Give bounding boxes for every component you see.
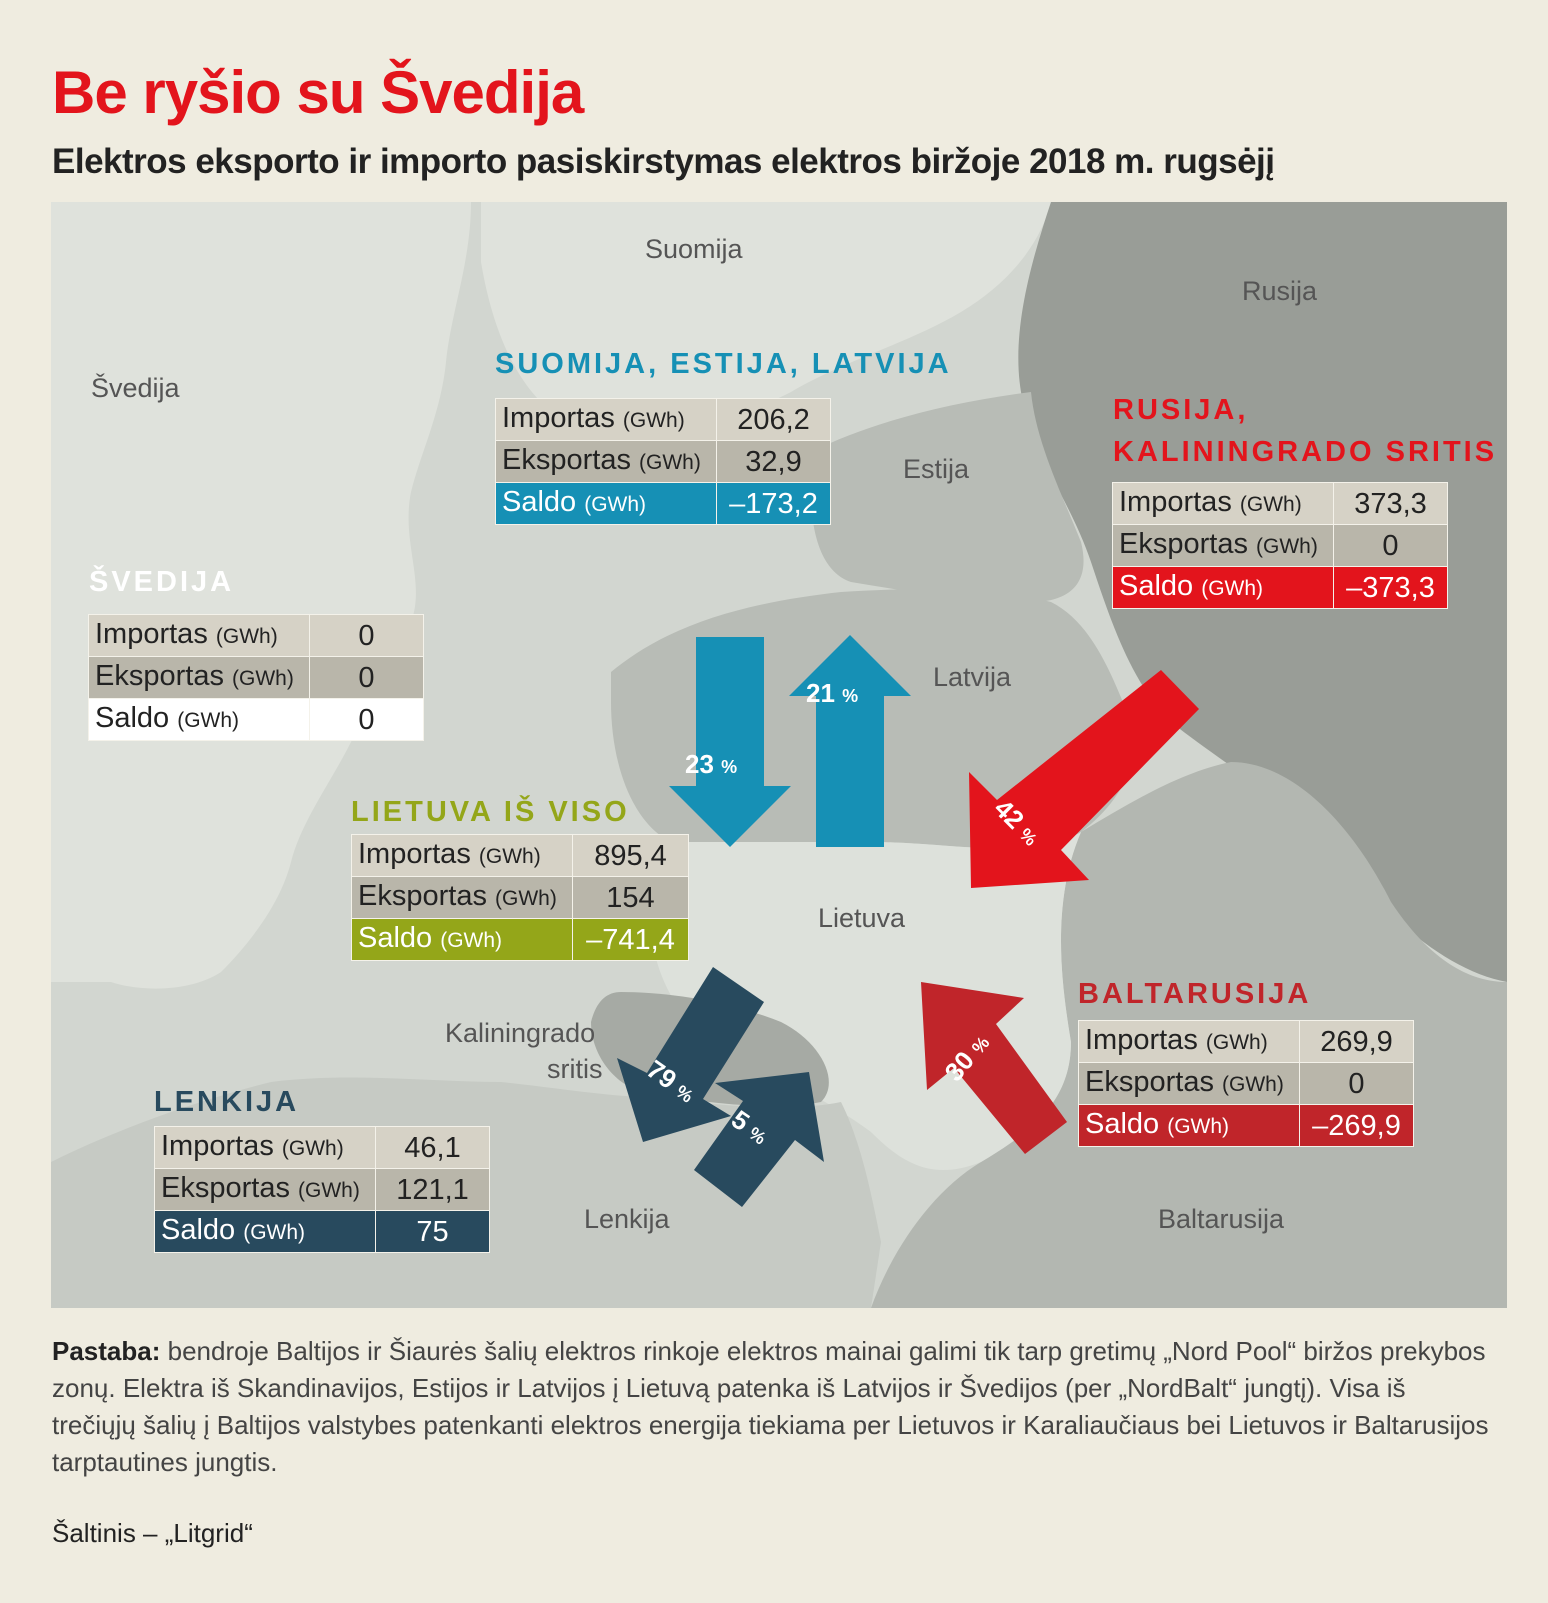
- map-title: Be ryšio su Švedija: [52, 59, 584, 126]
- arrow-rusija-import: [969, 670, 1199, 888]
- map-area: Suomija Rusija Švedija Estija Latvija Li…: [51, 202, 1507, 1308]
- baltarusija-importas-value: 269,9: [1299, 1020, 1414, 1063]
- sel-eksportas-value: 32,9: [716, 440, 831, 483]
- table-lenkija: Importas (GWh) 46,1 Eksportas (GWh) 121,1 …: [154, 1126, 490, 1253]
- country-label-latvija: Latvija: [933, 662, 1012, 692]
- pct-sel-export: 21 %: [806, 678, 859, 708]
- lietuva-eksportas-value: 154: [572, 876, 689, 919]
- box-title-rusija-2: KALININGRADO SRITIS: [1113, 436, 1498, 468]
- arrow-lenkija-import: [694, 1072, 824, 1207]
- svedija-importas-value: 0: [309, 614, 424, 657]
- rusija-importas-value: 373,3: [1333, 482, 1448, 525]
- table-sel: Importas (GWh) 206,2 Eksportas (GWh) 32,9 …: [495, 398, 831, 525]
- country-label-kaliningradas-2: sritis: [547, 1054, 603, 1084]
- lenkija-saldo-value: 75: [375, 1210, 490, 1253]
- arrow-lenkija-export: [617, 967, 764, 1142]
- label-eksportas: Eksportas: [502, 444, 631, 476]
- table-svedija: Importas (GWh) 0 Eksportas (GWh) 0 Saldo (…: [88, 614, 424, 741]
- box-title-sel: SUOMIJA, ESTIJA, LATVIJA: [495, 348, 952, 380]
- arrow-baltarusija-import: [921, 982, 1067, 1154]
- svedija-saldo-value: 0: [309, 698, 424, 741]
- arrow-sel-import: [669, 637, 791, 847]
- land-sweden: [51, 202, 471, 989]
- land-finland: [481, 202, 1051, 445]
- pct-sel-import: 23 %: [685, 749, 738, 779]
- svedija-eksportas-value: 0: [309, 656, 424, 699]
- table-rusija: Importas (GWh) 373,3 Eksportas (GWh) 0 Sal…: [1112, 482, 1448, 609]
- table-baltarusija: Importas (GWh) 269,9 Eksportas (GWh) 0 Sal…: [1078, 1020, 1414, 1147]
- country-label-rusija: Rusija: [1242, 276, 1318, 306]
- sel-saldo-value: –173,2: [716, 482, 831, 525]
- box-title-baltarusija: BALTARUSIJA: [1078, 978, 1312, 1010]
- land-estonia: [811, 392, 1084, 602]
- box-title-svedija: ŠVEDIJA: [89, 566, 235, 598]
- source-credit: Šaltinis – „Litgrid“: [52, 1518, 253, 1548]
- country-label-lietuva: Lietuva: [818, 903, 906, 933]
- footnote: Pastaba: bendroje Baltijos ir Šiaurės ša…: [52, 1333, 1492, 1481]
- flow-arrows: [617, 635, 1199, 1207]
- rusija-eksportas-value: 0: [1333, 524, 1448, 567]
- lietuva-importas-value: 895,4: [572, 834, 689, 877]
- box-title-lietuva: LIETUVA IŠ VISO: [351, 796, 630, 828]
- lenkija-eksportas-value: 121,1: [375, 1168, 490, 1211]
- label-importas: Importas: [502, 402, 615, 434]
- country-label-suomija: Suomija: [645, 234, 743, 264]
- rusija-saldo-value: –373,3: [1333, 566, 1448, 609]
- box-title-lenkija: LENKIJA: [154, 1086, 300, 1118]
- box-title-rusija: RUSIJA,: [1113, 394, 1249, 426]
- sel-importas-value: 206,2: [716, 398, 831, 441]
- label-saldo: Saldo: [502, 486, 577, 518]
- country-label-lenkija: Lenkija: [584, 1204, 670, 1234]
- country-label-estija: Estija: [903, 454, 970, 484]
- lenkija-importas-value: 46,1: [375, 1126, 490, 1169]
- country-label-kaliningradas: Kaliningrado: [445, 1018, 596, 1048]
- lietuva-saldo-value: –741,4: [572, 918, 689, 961]
- baltarusija-saldo-value: –269,9: [1299, 1104, 1414, 1147]
- footnote-label: Pastaba:: [52, 1336, 161, 1366]
- country-label-svedija: Švedija: [91, 373, 180, 403]
- map-subtitle: Elektros eksporto ir importo pasiskirsty…: [52, 142, 1275, 181]
- country-label-baltarusija: Baltarusija: [1158, 1204, 1285, 1234]
- table-lietuva: Importas (GWh) 895,4 Eksportas (GWh) 154 S…: [351, 834, 689, 961]
- baltarusija-eksportas-value: 0: [1299, 1062, 1414, 1105]
- arrow-sel-export: [789, 635, 911, 847]
- footnote-text: bendroje Baltijos ir Šiaurės šalių elekt…: [52, 1336, 1489, 1477]
